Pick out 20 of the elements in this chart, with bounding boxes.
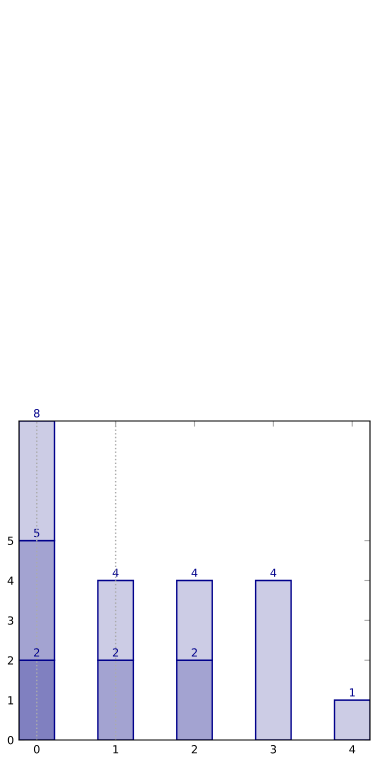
y-tick-label: 3 [8, 616, 14, 625]
x-tick-label: 3 [270, 745, 276, 754]
x-tick-label: 4 [349, 745, 356, 754]
annotation: 2 [34, 648, 40, 657]
annotation: 4 [270, 568, 276, 577]
y-tick-label: 1 [8, 696, 14, 704]
y-tick-label: 5 [8, 536, 14, 546]
x-tick-label: 1 [113, 745, 118, 754]
x-tick-label: 0 [34, 745, 40, 754]
y-tick-label: 4 [8, 576, 14, 585]
y-tick-label: 0 [8, 736, 14, 744]
annotation: 8 [34, 409, 40, 418]
annotation: 5 [34, 528, 40, 538]
annotation: 4 [192, 568, 198, 577]
annotation: 2 [112, 648, 118, 657]
y-tick-label: 2 [8, 656, 14, 664]
annotation: 2 [192, 648, 197, 657]
annotation: 1 [350, 688, 355, 696]
x-tick-label: 2 [192, 745, 197, 754]
annotation: 4 [112, 568, 119, 577]
